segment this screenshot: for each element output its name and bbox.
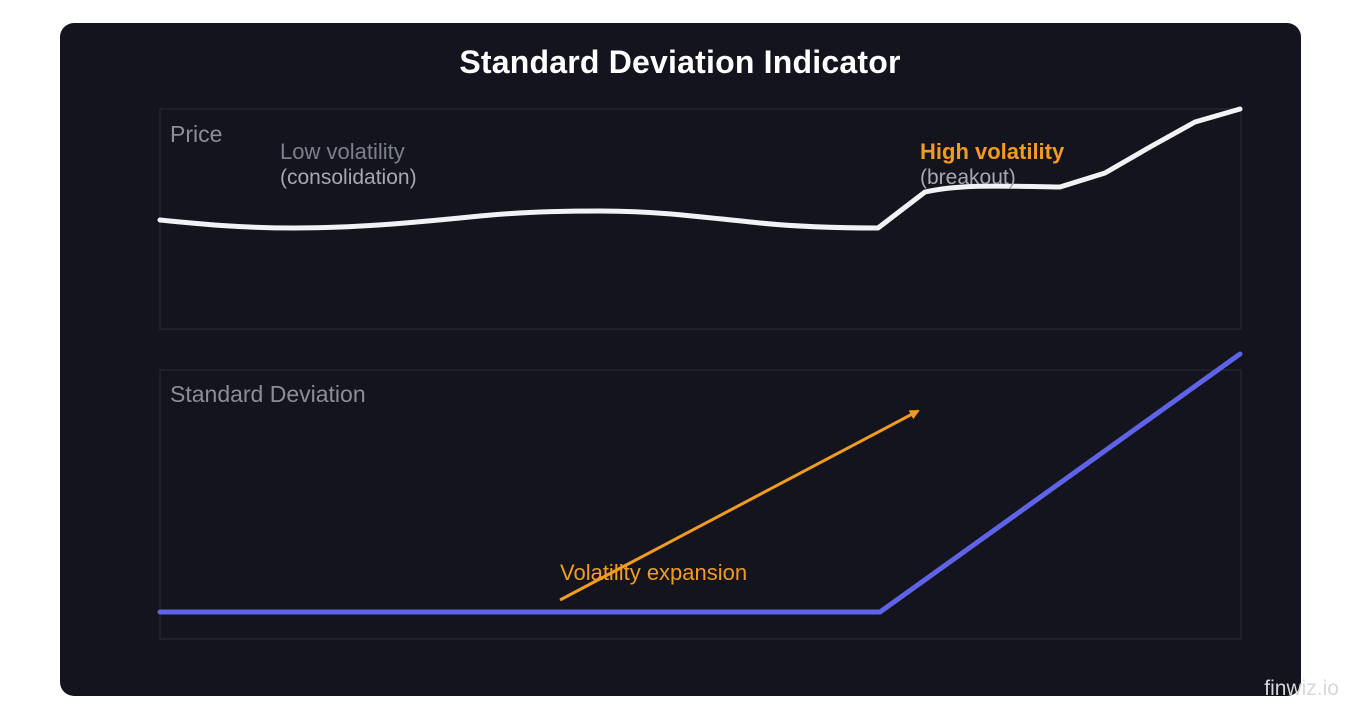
high-volatility-title: High volatility <box>920 139 1065 164</box>
std-dev-panel <box>159 369 1242 640</box>
watermark: finwiz.io <box>1264 677 1339 700</box>
volatility-expansion-label: Volatility expansion <box>560 560 748 585</box>
price-line <box>157 106 1243 231</box>
high-volatility-annotation: High volatility (breakout) <box>920 139 1064 191</box>
std-dev-panel-label: Standard Deviation <box>170 381 366 407</box>
low-volatility-subtitle: (consolidation) <box>280 166 417 189</box>
volatility-expansion-arrow <box>559 409 920 602</box>
std-dev-line <box>157 351 1243 615</box>
chart-card <box>60 23 1301 696</box>
chart-title: Standard Deviation Indicator <box>459 44 901 80</box>
price-panel-label: Price <box>170 121 223 147</box>
low-volatility-title: Low volatility <box>280 139 405 164</box>
high-volatility-subtitle: (breakout) <box>920 166 1016 189</box>
low-volatility-annotation: Low volatility (consolidation) <box>280 139 417 191</box>
